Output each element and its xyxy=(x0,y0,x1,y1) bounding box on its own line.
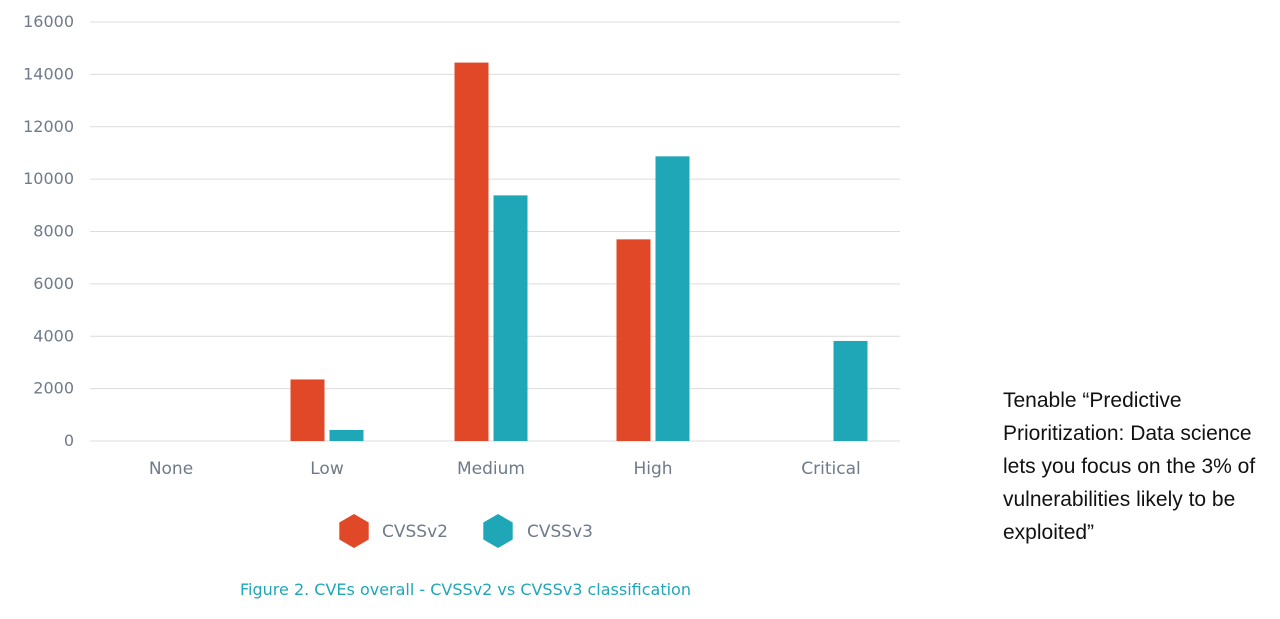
bar-cvssv2-medium xyxy=(454,62,489,441)
bar-cvssv2-low xyxy=(290,379,325,441)
legend-hexagon-icon xyxy=(483,514,513,548)
x-tick-label: High xyxy=(633,459,672,479)
bar-cvssv3-critical xyxy=(833,340,868,441)
y-axis-ticks: 0 2000 4000 6000 8000 10000 12000 14000 16000 xyxy=(23,12,74,450)
y-tick-label: 6000 xyxy=(33,274,74,293)
bar-cvssv3-high xyxy=(655,156,690,442)
y-tick-label: 12000 xyxy=(23,117,74,136)
legend-label: CVSSv3 xyxy=(527,522,593,542)
bar-cvssv2-high xyxy=(616,239,651,441)
y-tick-label: 2000 xyxy=(33,379,74,398)
y-tick-label: 8000 xyxy=(33,222,74,241)
x-tick-label: None xyxy=(149,459,193,479)
legend-label: CVSSv2 xyxy=(382,522,448,542)
bars xyxy=(290,62,868,442)
bar-cvssv3-low xyxy=(329,430,364,441)
x-axis-ticks: None Low Medium High Critical xyxy=(149,459,861,479)
y-tick-label: 16000 xyxy=(23,12,74,31)
x-tick-label: Medium xyxy=(457,459,525,479)
legend-hexagon-icon xyxy=(339,514,369,548)
y-tick-label: 14000 xyxy=(23,64,74,83)
legend: CVSSv2 CVSSv3 xyxy=(339,514,593,548)
y-tick-label: 0 xyxy=(64,431,74,450)
x-tick-label: Critical xyxy=(801,459,860,479)
y-tick-label: 10000 xyxy=(23,169,74,188)
figure-caption: Figure 2. CVEs overall - CVSSv2 vs CVSSv… xyxy=(240,580,691,599)
x-tick-label: Low xyxy=(310,459,344,479)
bar-cvssv3-medium xyxy=(493,195,528,441)
y-tick-label: 4000 xyxy=(33,326,74,345)
side-note-quote: Tenable “Predictive Prioritization: Data… xyxy=(1003,389,1256,544)
